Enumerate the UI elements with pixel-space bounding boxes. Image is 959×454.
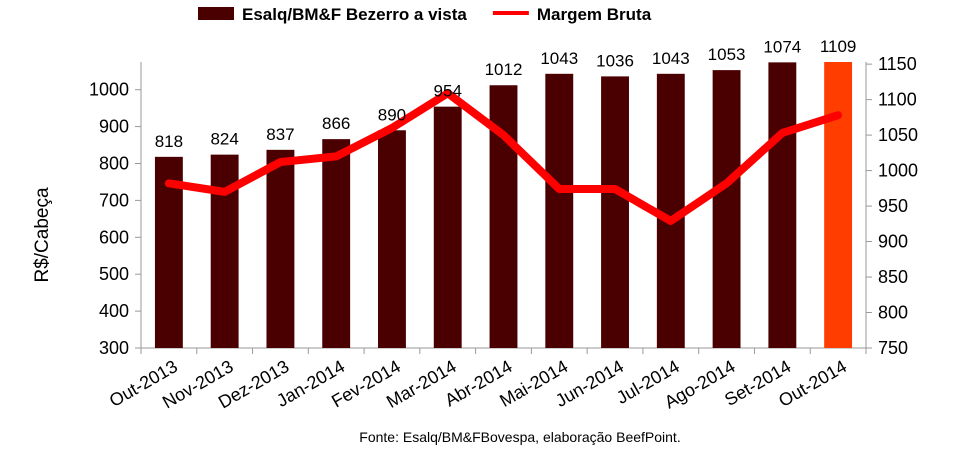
bar xyxy=(712,70,741,348)
y-axis-label: R$/Cabeça xyxy=(32,187,53,282)
y2-tick-label: 1000 xyxy=(878,161,918,181)
bar xyxy=(601,76,629,348)
y2-tick-label: 1100 xyxy=(878,90,917,110)
y-tick-label: 500 xyxy=(99,264,129,284)
data-label: 1012 xyxy=(485,60,523,79)
data-label: 954 xyxy=(434,82,462,101)
bar xyxy=(378,130,406,348)
y2-tick-label: 850 xyxy=(878,267,908,287)
legend-swatch xyxy=(198,7,234,20)
legend-label: Margem Bruta xyxy=(537,5,652,24)
y-tick-label: 700 xyxy=(99,190,129,210)
bar xyxy=(768,62,797,348)
legend-item: Esalq/BM&F Bezerro a vista xyxy=(198,5,467,24)
data-label: 818 xyxy=(155,132,183,151)
data-label: 866 xyxy=(322,114,350,133)
data-label: 1043 xyxy=(652,49,690,68)
y-tick-label: 800 xyxy=(99,153,129,173)
y-tick-label: 300 xyxy=(99,338,129,358)
data-label: 1053 xyxy=(708,45,746,64)
data-label: 837 xyxy=(266,125,294,144)
y-tick-label: 600 xyxy=(99,227,129,247)
y2-tick-label: 900 xyxy=(878,232,908,252)
data-label: 890 xyxy=(378,105,406,124)
bar xyxy=(824,62,853,348)
source: Fonte: Esalq/BM&FBovespa, elaboração Bee… xyxy=(359,429,680,445)
y2-tick-label: 950 xyxy=(878,196,908,216)
y2-tick-label: 750 xyxy=(878,338,908,358)
legend-label: Esalq/BM&F Bezerro a vista xyxy=(242,5,467,24)
y-tick-label: 900 xyxy=(99,117,129,137)
bar xyxy=(433,106,462,348)
data-label: 1043 xyxy=(540,49,578,68)
y2-tick-label: 1050 xyxy=(878,125,918,145)
y2-tick-label: 800 xyxy=(878,303,908,323)
bar xyxy=(545,73,574,348)
y2-tick-label: 1150 xyxy=(878,54,917,74)
y-tick-label: 1000 xyxy=(89,80,129,100)
legend-item: Margem Bruta xyxy=(492,5,652,24)
line xyxy=(164,89,843,225)
bar xyxy=(322,139,351,348)
data-label: 1109 xyxy=(820,37,857,56)
y-tick-label: 400 xyxy=(99,301,129,321)
plot-area xyxy=(154,62,853,348)
data-label: 824 xyxy=(210,130,238,149)
data-label: 1074 xyxy=(763,37,801,56)
bar xyxy=(266,149,295,348)
data-label: 1036 xyxy=(596,51,634,70)
